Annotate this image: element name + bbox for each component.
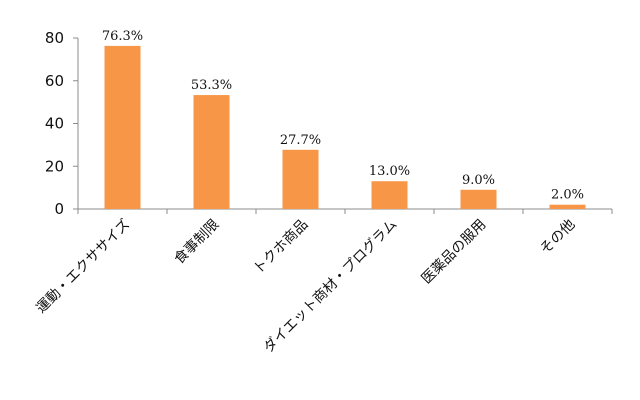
bar [282, 149, 319, 209]
bar [371, 181, 408, 209]
y-tick-label: 80 [45, 29, 64, 47]
y-tick-label: 0 [54, 200, 64, 218]
category-label: 食事制限 [171, 216, 223, 268]
y-tick-label: 20 [45, 157, 64, 175]
category-label: トクホ商品 [251, 217, 312, 278]
bar [460, 189, 497, 209]
y-tick-label: 60 [45, 72, 64, 90]
bar [549, 204, 586, 209]
bar [193, 95, 230, 209]
y-tick-label: 40 [45, 115, 64, 133]
bar [104, 45, 141, 209]
bar-value-label: 2.0% [551, 188, 584, 203]
category-label: 運動・エクササイズ [33, 217, 133, 317]
axis-layer: 0 20 40 60 80 [45, 29, 613, 218]
category-label: その他 [537, 217, 578, 258]
bar-value-label: 76.3% [102, 29, 143, 44]
bar-value-label: 53.3% [191, 78, 232, 93]
category-label: 医薬品の服用 [419, 217, 490, 288]
bar-value-label: 13.0% [369, 164, 410, 179]
bars-layer [104, 45, 586, 209]
bar-value-label: 9.0% [462, 173, 495, 188]
bar-value-label: 27.7% [280, 133, 321, 148]
